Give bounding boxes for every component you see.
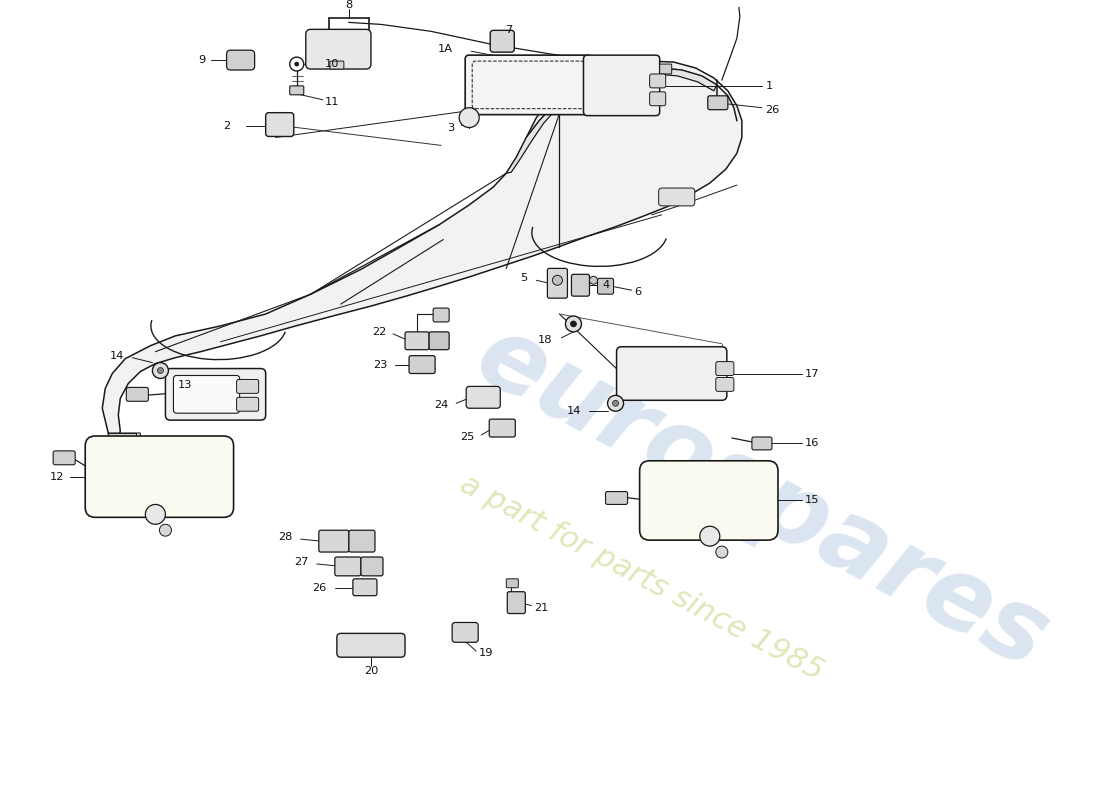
Circle shape <box>160 524 172 536</box>
Text: 17: 17 <box>805 369 820 378</box>
FancyBboxPatch shape <box>466 386 500 408</box>
Circle shape <box>295 62 299 66</box>
Circle shape <box>565 316 582 332</box>
Polygon shape <box>506 106 558 173</box>
FancyBboxPatch shape <box>227 50 254 70</box>
FancyBboxPatch shape <box>53 451 75 465</box>
Text: 5: 5 <box>520 274 527 283</box>
FancyBboxPatch shape <box>266 113 294 137</box>
FancyBboxPatch shape <box>433 308 449 322</box>
Text: 27: 27 <box>295 557 309 567</box>
FancyBboxPatch shape <box>605 491 628 505</box>
FancyBboxPatch shape <box>85 436 233 518</box>
FancyBboxPatch shape <box>571 274 590 296</box>
FancyBboxPatch shape <box>405 332 429 350</box>
FancyBboxPatch shape <box>650 74 666 88</box>
FancyBboxPatch shape <box>639 461 778 540</box>
Text: 16: 16 <box>805 438 820 448</box>
Text: 9: 9 <box>198 55 206 65</box>
Text: 20: 20 <box>364 666 378 676</box>
FancyBboxPatch shape <box>716 378 734 391</box>
Polygon shape <box>108 433 141 455</box>
FancyBboxPatch shape <box>507 592 526 614</box>
FancyBboxPatch shape <box>583 55 660 116</box>
Text: eurospares: eurospares <box>460 307 1064 690</box>
FancyBboxPatch shape <box>174 375 240 413</box>
FancyBboxPatch shape <box>617 346 727 400</box>
Text: 1A: 1A <box>438 44 453 54</box>
FancyBboxPatch shape <box>361 557 383 576</box>
FancyBboxPatch shape <box>289 86 304 95</box>
Text: 26: 26 <box>764 105 779 114</box>
FancyBboxPatch shape <box>752 437 772 450</box>
Text: 25: 25 <box>460 432 474 442</box>
FancyBboxPatch shape <box>165 369 266 420</box>
FancyBboxPatch shape <box>452 622 478 642</box>
FancyBboxPatch shape <box>659 188 695 206</box>
Text: 11: 11 <box>324 97 339 106</box>
Circle shape <box>571 321 576 327</box>
FancyBboxPatch shape <box>349 530 375 552</box>
Circle shape <box>459 108 480 127</box>
FancyBboxPatch shape <box>330 61 344 69</box>
Circle shape <box>145 505 165 524</box>
FancyBboxPatch shape <box>236 379 258 394</box>
FancyBboxPatch shape <box>597 278 614 294</box>
Polygon shape <box>558 70 637 114</box>
Text: 8: 8 <box>345 0 352 10</box>
FancyBboxPatch shape <box>409 356 436 374</box>
Text: 18: 18 <box>538 334 552 345</box>
FancyBboxPatch shape <box>548 268 568 298</box>
Text: 12: 12 <box>50 472 64 482</box>
FancyBboxPatch shape <box>236 398 258 411</box>
Text: 21: 21 <box>535 602 549 613</box>
Text: 26: 26 <box>312 582 327 593</box>
Text: 23: 23 <box>374 359 388 370</box>
Circle shape <box>613 400 618 406</box>
FancyBboxPatch shape <box>506 579 518 588</box>
FancyBboxPatch shape <box>306 30 371 69</box>
Text: 7: 7 <box>505 26 513 35</box>
Circle shape <box>552 275 562 286</box>
Text: 14: 14 <box>568 406 582 416</box>
FancyBboxPatch shape <box>716 362 734 375</box>
FancyBboxPatch shape <box>660 64 672 74</box>
FancyBboxPatch shape <box>108 433 136 455</box>
Text: 2: 2 <box>223 121 231 130</box>
Polygon shape <box>637 68 717 91</box>
Circle shape <box>153 362 168 378</box>
Text: 28: 28 <box>278 532 293 542</box>
FancyBboxPatch shape <box>650 92 666 106</box>
Text: 1: 1 <box>766 81 773 91</box>
Text: 19: 19 <box>480 648 494 658</box>
Text: 6: 6 <box>635 287 641 297</box>
FancyBboxPatch shape <box>126 387 148 402</box>
FancyBboxPatch shape <box>334 557 361 576</box>
FancyBboxPatch shape <box>491 30 515 52</box>
Text: 15: 15 <box>805 495 820 506</box>
Circle shape <box>716 546 728 558</box>
Text: a part for parts since 1985: a part for parts since 1985 <box>455 470 828 686</box>
Text: 3: 3 <box>447 122 454 133</box>
Circle shape <box>590 276 597 284</box>
Text: 13: 13 <box>178 381 192 390</box>
Circle shape <box>700 526 719 546</box>
Circle shape <box>607 395 624 411</box>
FancyBboxPatch shape <box>490 419 515 437</box>
FancyBboxPatch shape <box>707 96 728 110</box>
Text: 4: 4 <box>603 280 609 290</box>
Text: 24: 24 <box>433 400 448 410</box>
Text: 14: 14 <box>110 350 124 361</box>
Polygon shape <box>102 61 741 448</box>
Text: 22: 22 <box>372 327 386 337</box>
Circle shape <box>157 367 164 374</box>
Text: 10: 10 <box>324 59 339 69</box>
FancyBboxPatch shape <box>465 55 592 114</box>
FancyBboxPatch shape <box>337 634 405 657</box>
FancyBboxPatch shape <box>429 332 449 350</box>
FancyBboxPatch shape <box>319 530 349 552</box>
FancyBboxPatch shape <box>353 579 377 596</box>
